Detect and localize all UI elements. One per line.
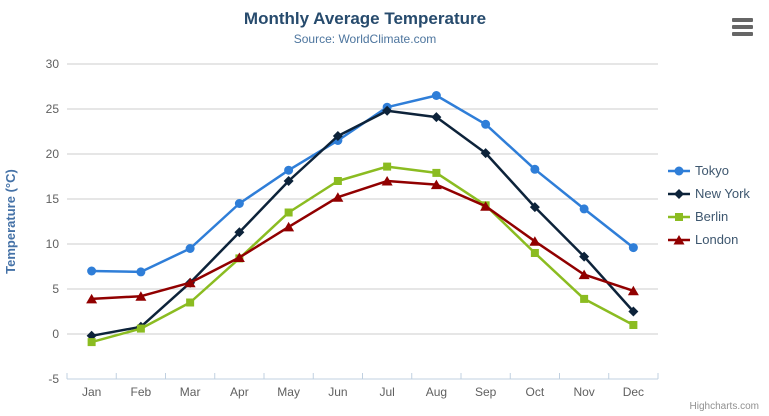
data-point-new-york[interactable] [283,176,294,186]
data-point-berlin[interactable] [186,298,195,307]
y-axis-label: 15 [46,192,60,206]
x-axis-label: Dec [623,385,644,399]
x-axis-label: Feb [131,385,152,399]
series-line-london [90,179,635,301]
x-axis-label: Jul [379,385,394,399]
x-axis-label: Apr [230,385,249,399]
legend: Tokyo New York Berlin London [668,162,750,248]
data-point-new-york[interactable] [628,306,639,317]
chart-title: Monthly Average Temperature [243,9,487,28]
data-point-london[interactable] [430,179,442,190]
data-point-tokyo[interactable] [481,119,491,129]
tokyo-legend-symbol [674,166,684,175]
data-point-berlin[interactable] [87,338,96,347]
london-legend-symbol [673,234,685,244]
legend-label-tokyo: Tokyo [695,163,729,178]
y-axis-label: 0 [52,327,59,341]
x-axis-label: Nov [573,385,594,399]
data-point-london[interactable] [332,192,344,202]
data-point-berlin[interactable] [629,321,638,329]
data-point-tokyo[interactable] [284,165,294,175]
y-axis-label: 10 [46,237,60,251]
legend-item-london[interactable]: London [668,231,750,248]
credits-link[interactable]: Highcharts.com [689,401,759,412]
data-point-new-york[interactable] [332,131,343,141]
hamburger-icon [732,18,753,22]
data-point-berlin[interactable] [530,249,539,257]
data-point-new-york[interactable] [480,148,491,159]
data-point-tokyo[interactable] [185,244,195,253]
y-axis-label: 5 [52,282,59,296]
x-axis-label: May [277,385,300,399]
data-point-tokyo[interactable] [87,266,97,276]
series-line-tokyo [90,94,635,274]
data-point-london[interactable] [233,252,245,263]
data-point-tokyo[interactable] [136,267,146,277]
data-point-tokyo[interactable] [530,164,540,174]
data-point-new-york[interactable] [382,105,393,116]
y-axis-label: -5 [48,372,59,386]
data-point-london[interactable] [184,277,196,288]
berlin-legend-marker-icon [668,212,690,221]
data-point-berlin[interactable] [284,208,293,217]
series-line-new-york [90,109,635,338]
legend-label-london: London [695,232,739,247]
data-point-tokyo[interactable] [628,243,638,253]
legend-label-new-york: New York [695,186,750,201]
data-point-london[interactable] [381,176,393,186]
y-axis-title: Temperature (°C) [3,169,18,274]
data-point-new-york[interactable] [529,202,540,213]
data-point-tokyo[interactable] [431,91,441,100]
y-axis-label: 25 [46,102,60,116]
data-point-tokyo[interactable] [579,204,589,214]
data-point-new-york[interactable] [234,227,245,238]
data-point-london[interactable] [480,201,492,211]
data-point-new-york[interactable] [579,251,590,262]
new-york-legend-symbol [674,188,684,199]
x-axis-label: Sep [475,385,497,399]
legend-item-tokyo[interactable]: Tokyo [668,162,750,179]
tokyo-legend-marker-icon [668,166,690,175]
london-legend-marker-icon [668,234,690,244]
data-point-new-york[interactable] [431,112,442,123]
data-point-london[interactable] [578,269,590,280]
legend-label-berlin: Berlin [695,209,729,224]
x-axis-label: Aug [426,385,447,399]
hamburger-icon [732,25,753,29]
series-line-berlin [90,165,635,344]
berlin-legend-symbol [675,212,683,221]
chart-subtitle: Source: WorldClimate.com [293,32,437,46]
data-point-berlin[interactable] [333,177,342,185]
data-point-london[interactable] [627,285,639,296]
data-point-london[interactable] [283,221,295,232]
y-axis-label: 30 [46,57,60,71]
export-menu-button[interactable] [730,16,756,38]
hamburger-icon [732,32,753,36]
legend-item-berlin[interactable]: Berlin [668,208,750,225]
x-axis-label: Jan [82,385,101,399]
x-axis-label: Oct [526,385,545,399]
x-axis-label: Jun [328,385,347,399]
data-point-london[interactable] [86,293,98,304]
data-point-berlin[interactable] [432,168,441,177]
y-axis-label: 20 [46,147,60,161]
data-point-london[interactable] [135,291,147,301]
new-york-legend-marker-icon [668,188,690,199]
data-point-berlin[interactable] [136,324,145,333]
data-point-berlin[interactable] [383,162,392,171]
x-axis-label: Mar [180,385,201,399]
legend-item-new-york[interactable]: New York [668,185,750,202]
data-point-berlin[interactable] [580,294,589,303]
data-point-london[interactable] [529,236,541,246]
data-point-tokyo[interactable] [234,199,244,208]
